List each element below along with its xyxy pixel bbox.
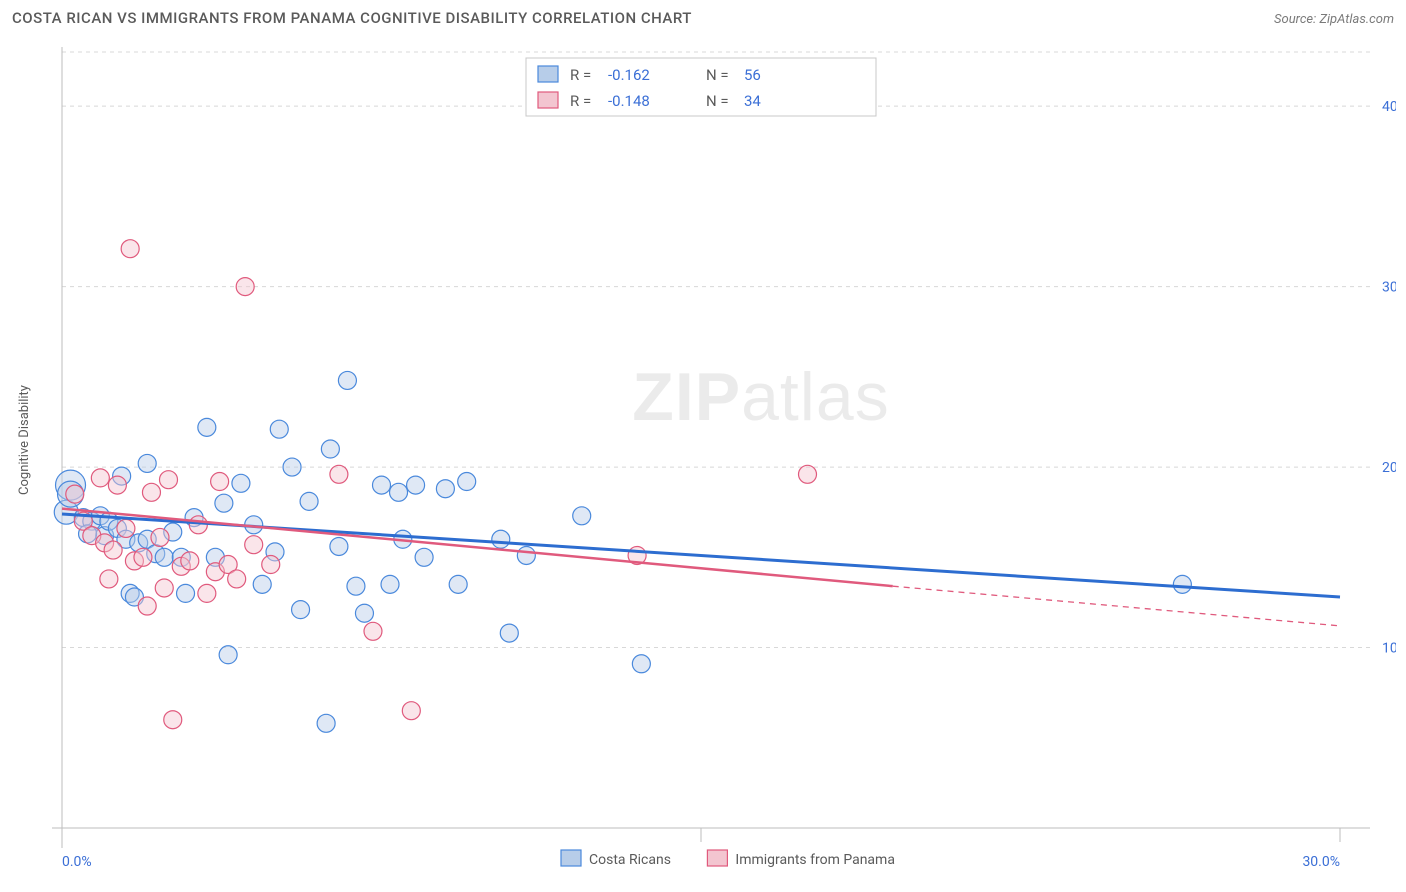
- stat-r-value: -0.162: [608, 66, 650, 84]
- data-point-panama: [236, 278, 254, 296]
- stat-r-value: -0.148: [608, 92, 650, 110]
- source-attribution: Source: ZipAtlas.com: [1274, 8, 1394, 27]
- data-point-costa-rican: [449, 575, 467, 593]
- data-point-costa-rican: [300, 492, 318, 510]
- data-point-panama: [160, 471, 178, 489]
- data-point-costa-rican: [219, 646, 237, 664]
- data-point-panama: [117, 519, 135, 537]
- y-tick-label: 40.0%: [1382, 99, 1396, 115]
- swatch-costa-rican-icon: [538, 66, 558, 82]
- data-point-costa-rican: [573, 507, 591, 525]
- source-prefix: Source:: [1274, 12, 1319, 27]
- data-point-costa-rican: [283, 458, 301, 476]
- data-point-panama: [155, 579, 173, 597]
- data-point-costa-rican: [292, 601, 310, 619]
- data-point-panama: [151, 528, 169, 546]
- y-tick-label: 30.0%: [1382, 280, 1396, 296]
- data-point-costa-rican: [177, 584, 195, 602]
- data-point-costa-rican: [517, 546, 535, 564]
- data-point-costa-rican: [321, 440, 339, 458]
- data-point-costa-rican: [317, 714, 335, 732]
- data-point-costa-rican: [338, 371, 356, 389]
- data-point-costa-rican: [138, 454, 156, 472]
- stat-n-value: 34: [744, 92, 761, 110]
- data-point-panama: [198, 584, 216, 602]
- data-point-panama: [91, 469, 109, 487]
- x-tick-label: 0.0%: [62, 854, 92, 870]
- data-point-panama: [262, 556, 280, 574]
- correlation-scatter-chart: 10.0% 20.0% 30.0% 40.0% Cognitive Disability…: [10, 38, 1396, 882]
- legend-swatch-costa-rican-icon: [561, 850, 581, 866]
- data-point-panama: [164, 711, 182, 729]
- stat-n-label: N =: [706, 92, 729, 110]
- y-tick-label: 10.0%: [1382, 641, 1396, 657]
- data-point-costa-rican: [436, 480, 454, 498]
- x-tick-label: 30.0%: [1302, 854, 1340, 870]
- stat-r-label: R =: [570, 66, 591, 84]
- trend-line-panama: [62, 509, 893, 587]
- data-point-costa-rican: [215, 494, 233, 512]
- data-point-panama: [402, 702, 420, 720]
- stat-n-label: N =: [706, 66, 729, 84]
- data-point-costa-rican: [373, 476, 391, 494]
- data-point-panama: [138, 597, 156, 615]
- data-point-costa-rican: [1173, 575, 1191, 593]
- legend-series-label: Immigrants from Panama: [735, 852, 895, 868]
- y-axis-label: Cognitive Disability: [17, 385, 32, 495]
- data-point-panama: [181, 552, 199, 570]
- data-point-panama: [134, 548, 152, 566]
- chart-title: COSTA RICAN VS IMMIGRANTS FROM PANAMA CO…: [12, 9, 692, 27]
- data-point-panama: [121, 240, 139, 258]
- watermark: ZIPatlas: [632, 359, 889, 435]
- data-point-panama: [330, 465, 348, 483]
- data-point-costa-rican: [415, 548, 433, 566]
- chart-container: 10.0% 20.0% 30.0% 40.0% Cognitive Disability…: [10, 38, 1396, 882]
- data-point-costa-rican: [270, 420, 288, 438]
- data-point-costa-rican: [500, 624, 518, 642]
- data-point-costa-rican: [155, 548, 173, 566]
- data-point-costa-rican: [253, 575, 271, 593]
- data-point-panama: [142, 483, 160, 501]
- data-point-costa-rican: [390, 483, 408, 501]
- data-point-costa-rican: [458, 473, 476, 491]
- swatch-panama-icon: [538, 92, 558, 108]
- data-point-panama: [66, 485, 84, 503]
- data-point-panama: [189, 516, 207, 534]
- data-point-costa-rican: [355, 604, 373, 622]
- data-point-panama: [364, 622, 382, 640]
- data-point-panama: [104, 541, 122, 559]
- data-point-panama: [799, 465, 817, 483]
- data-point-costa-rican: [381, 575, 399, 593]
- source-name: ZipAtlas.com: [1319, 12, 1394, 27]
- y-tick-label: 20.0%: [1382, 460, 1396, 476]
- data-point-panama: [245, 536, 263, 554]
- data-point-panama: [108, 476, 126, 494]
- data-point-costa-rican: [347, 577, 365, 595]
- legend-swatch-panama-icon: [707, 850, 727, 866]
- stat-n-value: 56: [744, 66, 761, 84]
- data-point-panama: [211, 473, 229, 491]
- data-point-costa-rican: [232, 474, 250, 492]
- data-point-costa-rican: [632, 655, 650, 673]
- legend-series-label: Costa Ricans: [589, 852, 671, 868]
- data-point-panama: [100, 570, 118, 588]
- data-point-panama: [228, 570, 246, 588]
- data-point-costa-rican: [492, 530, 510, 548]
- data-point-costa-rican: [407, 476, 425, 494]
- stat-r-label: R =: [570, 92, 591, 110]
- data-point-costa-rican: [198, 418, 216, 436]
- data-point-costa-rican: [330, 537, 348, 555]
